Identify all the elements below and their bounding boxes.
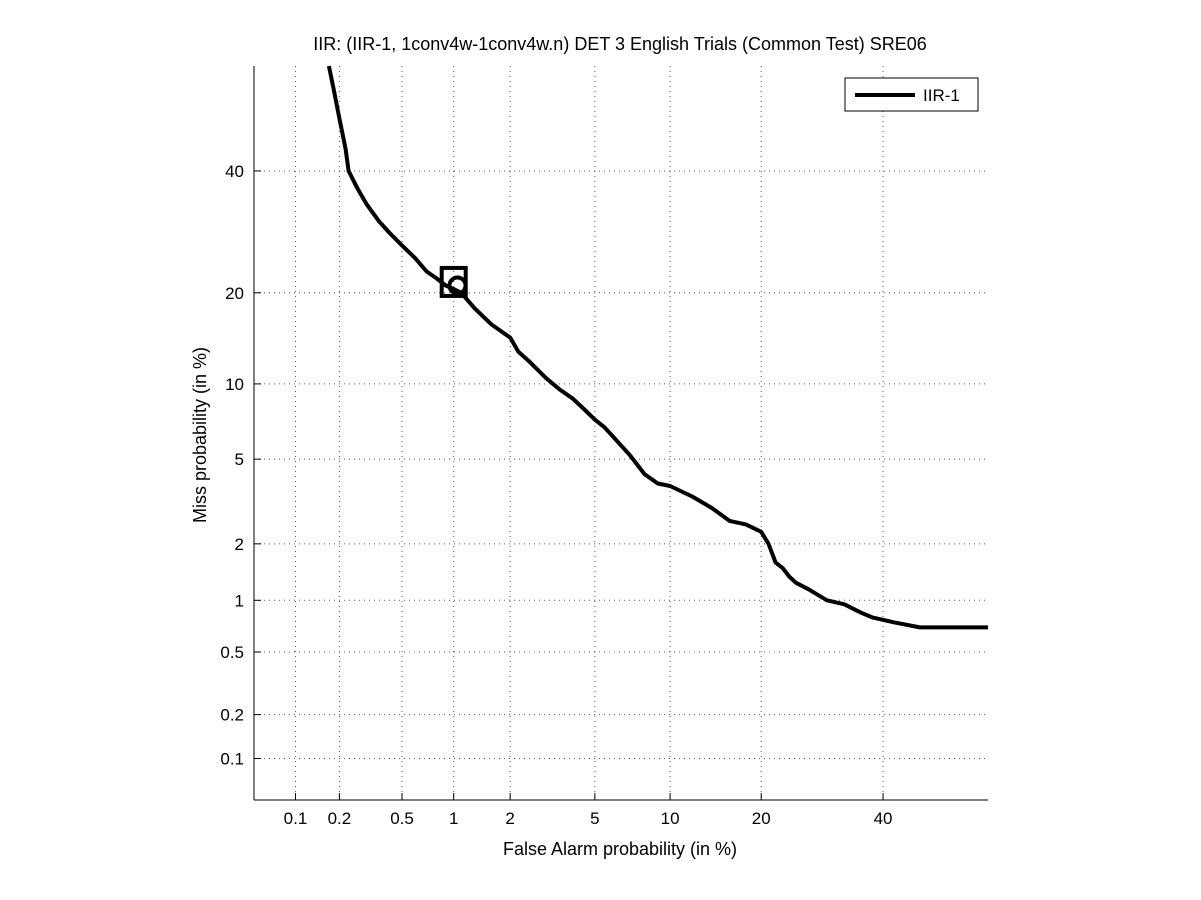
x-tick-label: 10 [661, 809, 680, 828]
chart-title: IIR: (IIR-1, 1conv4w-1conv4w.n) DET 3 En… [313, 34, 927, 54]
series-line-iir-1 [326, 65, 988, 630]
y-tick-label: 0.5 [220, 643, 244, 662]
min-dcf-circle-marker [447, 275, 468, 296]
series-layer [326, 65, 988, 630]
x-tick-label: 0.5 [390, 809, 414, 828]
y-tick-label: 5 [235, 450, 244, 469]
y-tick-label: 20 [225, 284, 244, 303]
legend: IIR-1 [844, 77, 979, 112]
x-tick-label: 0.1 [284, 809, 308, 828]
x-tick-label: 1 [449, 809, 458, 828]
y-tick-label: 0.1 [220, 750, 244, 769]
x-axis-label: False Alarm probability (in %) [503, 839, 737, 859]
x-tick-label: 40 [874, 809, 893, 828]
axes [253, 66, 988, 801]
x-tick-label: 20 [752, 809, 771, 828]
x-axis-ticks: 0.1 0.2 0.5 1 2 5 10 20 40 [284, 793, 893, 828]
y-tick-label: 10 [225, 375, 244, 394]
y-axis-label: Miss probability (in %) [190, 347, 210, 523]
y-tick-label: 0.2 [220, 706, 244, 725]
x-tick-label: 5 [590, 809, 599, 828]
x-tick-label: 2 [505, 809, 514, 828]
y-tick-label: 2 [235, 535, 244, 554]
y-tick-label: 40 [225, 162, 244, 181]
y-axis-ticks: 0.1 0.2 0.5 1 2 5 10 20 40 [220, 162, 261, 769]
operating-point-markers [439, 265, 468, 298]
y-tick-label: 1 [235, 591, 244, 610]
legend-label-iir-1: IIR-1 [923, 86, 960, 105]
x-tick-label: 0.2 [328, 809, 352, 828]
